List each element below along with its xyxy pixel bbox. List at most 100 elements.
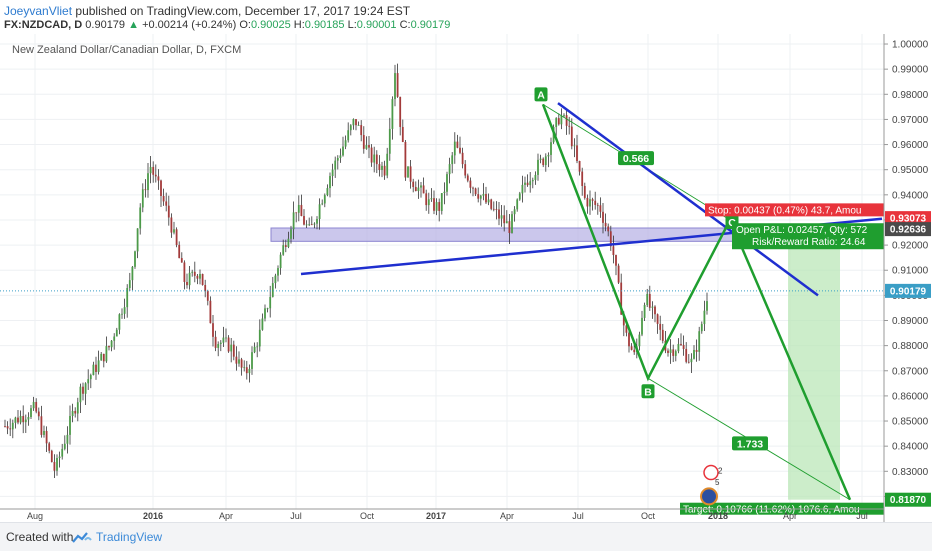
candle-body bbox=[170, 217, 173, 233]
candle-body bbox=[253, 346, 256, 353]
candle-body bbox=[706, 301, 708, 311]
time-tick-label: Jul bbox=[572, 511, 584, 521]
event-count-1: 2 bbox=[718, 467, 723, 476]
candle-body bbox=[219, 342, 222, 345]
low-label: L: bbox=[347, 19, 357, 31]
last-price: 0.90179 bbox=[85, 19, 126, 31]
candle-body bbox=[37, 411, 40, 417]
created-with-text: Created with bbox=[6, 530, 74, 544]
candle-body bbox=[152, 166, 155, 175]
position-box-bg bbox=[732, 223, 884, 250]
candle-body bbox=[100, 353, 103, 361]
candle-body bbox=[136, 228, 139, 252]
point-a-label[interactable]: A bbox=[534, 87, 548, 102]
chart-title: New Zealand Dollar/Canadian Dollar, D, F… bbox=[12, 44, 241, 56]
candle-body bbox=[105, 346, 108, 362]
symbol-label: FX:NZDCAD, D bbox=[4, 19, 83, 31]
time-tick-label: Apr bbox=[783, 511, 797, 521]
candle-body bbox=[641, 317, 643, 335]
candle-body bbox=[482, 193, 485, 196]
event-count-2: 5 bbox=[715, 478, 720, 487]
price-label-bg bbox=[885, 222, 931, 237]
candle-body bbox=[617, 265, 620, 283]
time-tick-label: Oct bbox=[641, 511, 656, 521]
candle-body bbox=[427, 199, 430, 206]
published-text: published on TradingView.com, December 1… bbox=[75, 4, 411, 18]
candle-body bbox=[547, 154, 550, 157]
price-tick-label: 0.96000 bbox=[892, 140, 929, 151]
candle-body bbox=[375, 154, 378, 165]
price-label: 0.90179 bbox=[885, 283, 931, 298]
abcd-pattern[interactable] bbox=[541, 103, 852, 501]
candle-body bbox=[154, 174, 157, 177]
tradingview-link[interactable]: TradingView bbox=[96, 530, 163, 544]
candle-body bbox=[22, 415, 25, 423]
candle-body bbox=[656, 314, 659, 324]
candle-body bbox=[331, 169, 334, 177]
time-tick-label: 2018 bbox=[708, 511, 728, 521]
candle-body bbox=[79, 386, 82, 403]
falling-trendline[interactable] bbox=[557, 102, 819, 297]
candle-body bbox=[479, 195, 482, 199]
candle-body bbox=[225, 337, 227, 339]
candle-body bbox=[474, 188, 477, 195]
candle-body bbox=[563, 115, 565, 116]
point-b-label[interactable]: B bbox=[641, 384, 655, 399]
candle-body bbox=[222, 337, 225, 343]
candle-body bbox=[157, 176, 160, 181]
candle-body bbox=[76, 402, 79, 414]
candle-body bbox=[212, 323, 214, 337]
price-axis[interactable]: 1.00000 0.99000 0.98000 0.97000 0.96000 0.950… bbox=[883, 34, 929, 522]
high-label: H: bbox=[293, 19, 305, 31]
canada-flag-icon bbox=[703, 464, 719, 481]
ratio-ac-label[interactable]: 0.566 bbox=[618, 151, 654, 166]
price-label-bg bbox=[885, 211, 931, 226]
ratio-bd-label[interactable]: 1.733 bbox=[732, 436, 768, 451]
candle-body bbox=[591, 199, 594, 201]
candle-body bbox=[227, 337, 230, 352]
candle-body bbox=[87, 379, 90, 384]
symbol-quote-line: FX:NZDCAD, D 0.90179 ▲ +0.00214 (+0.24%)… bbox=[4, 19, 450, 31]
candle-body bbox=[604, 222, 607, 227]
time-tick-label: Jul bbox=[290, 511, 302, 521]
candle-body bbox=[19, 415, 22, 423]
time-axis[interactable]: Aug 2016 Apr Jul Oct 2017 Apr Jul Oct 2018 Apr Jul bbox=[0, 508, 884, 521]
candle-body bbox=[121, 313, 123, 315]
candle-body bbox=[669, 349, 672, 353]
candle-body bbox=[32, 401, 35, 409]
candle-body bbox=[217, 344, 220, 348]
candle-body bbox=[542, 158, 545, 166]
candle-body bbox=[248, 368, 251, 374]
candle-body bbox=[89, 375, 92, 380]
candle-body bbox=[69, 415, 71, 435]
candle-body bbox=[279, 254, 282, 269]
candle-body bbox=[414, 186, 417, 192]
price-label: 0.93073 bbox=[885, 211, 931, 226]
candle-body bbox=[529, 181, 532, 186]
candle-body bbox=[703, 310, 706, 325]
candle-body bbox=[526, 182, 529, 186]
drawings[interactable]: A B C 0.566 1.733 Stop: 0.00437 (0.47%) 43.7,… bbox=[300, 87, 884, 516]
event-badges[interactable]: 25 bbox=[700, 464, 723, 506]
price-label: 0.92636 bbox=[885, 222, 931, 237]
candle-body bbox=[534, 174, 537, 180]
candle-body bbox=[11, 422, 14, 430]
risk-reward-text: Risk/Reward Ratio: 24.64 bbox=[752, 237, 866, 248]
candle-body bbox=[295, 212, 298, 214]
candle-body bbox=[235, 356, 238, 364]
candle-body bbox=[661, 329, 664, 341]
price-tick-label: 0.86000 bbox=[892, 391, 929, 402]
candle-body bbox=[58, 456, 61, 459]
price-chart[interactable]: A B C 0.566 1.733 Stop: 0.00437 (0.47%) 43.7,… bbox=[0, 34, 932, 522]
candle-body bbox=[193, 271, 196, 276]
candle-body bbox=[113, 336, 116, 341]
stop-box[interactable]: Stop: 0.00437 (0.47%) 43.7, Amou bbox=[705, 203, 884, 217]
candle-body bbox=[581, 171, 584, 186]
candle-body bbox=[334, 160, 337, 170]
candle-body bbox=[573, 145, 576, 147]
author-link[interactable]: JoeyvanVliet bbox=[4, 4, 73, 18]
candle-body bbox=[565, 115, 568, 126]
candle-body bbox=[74, 410, 77, 414]
